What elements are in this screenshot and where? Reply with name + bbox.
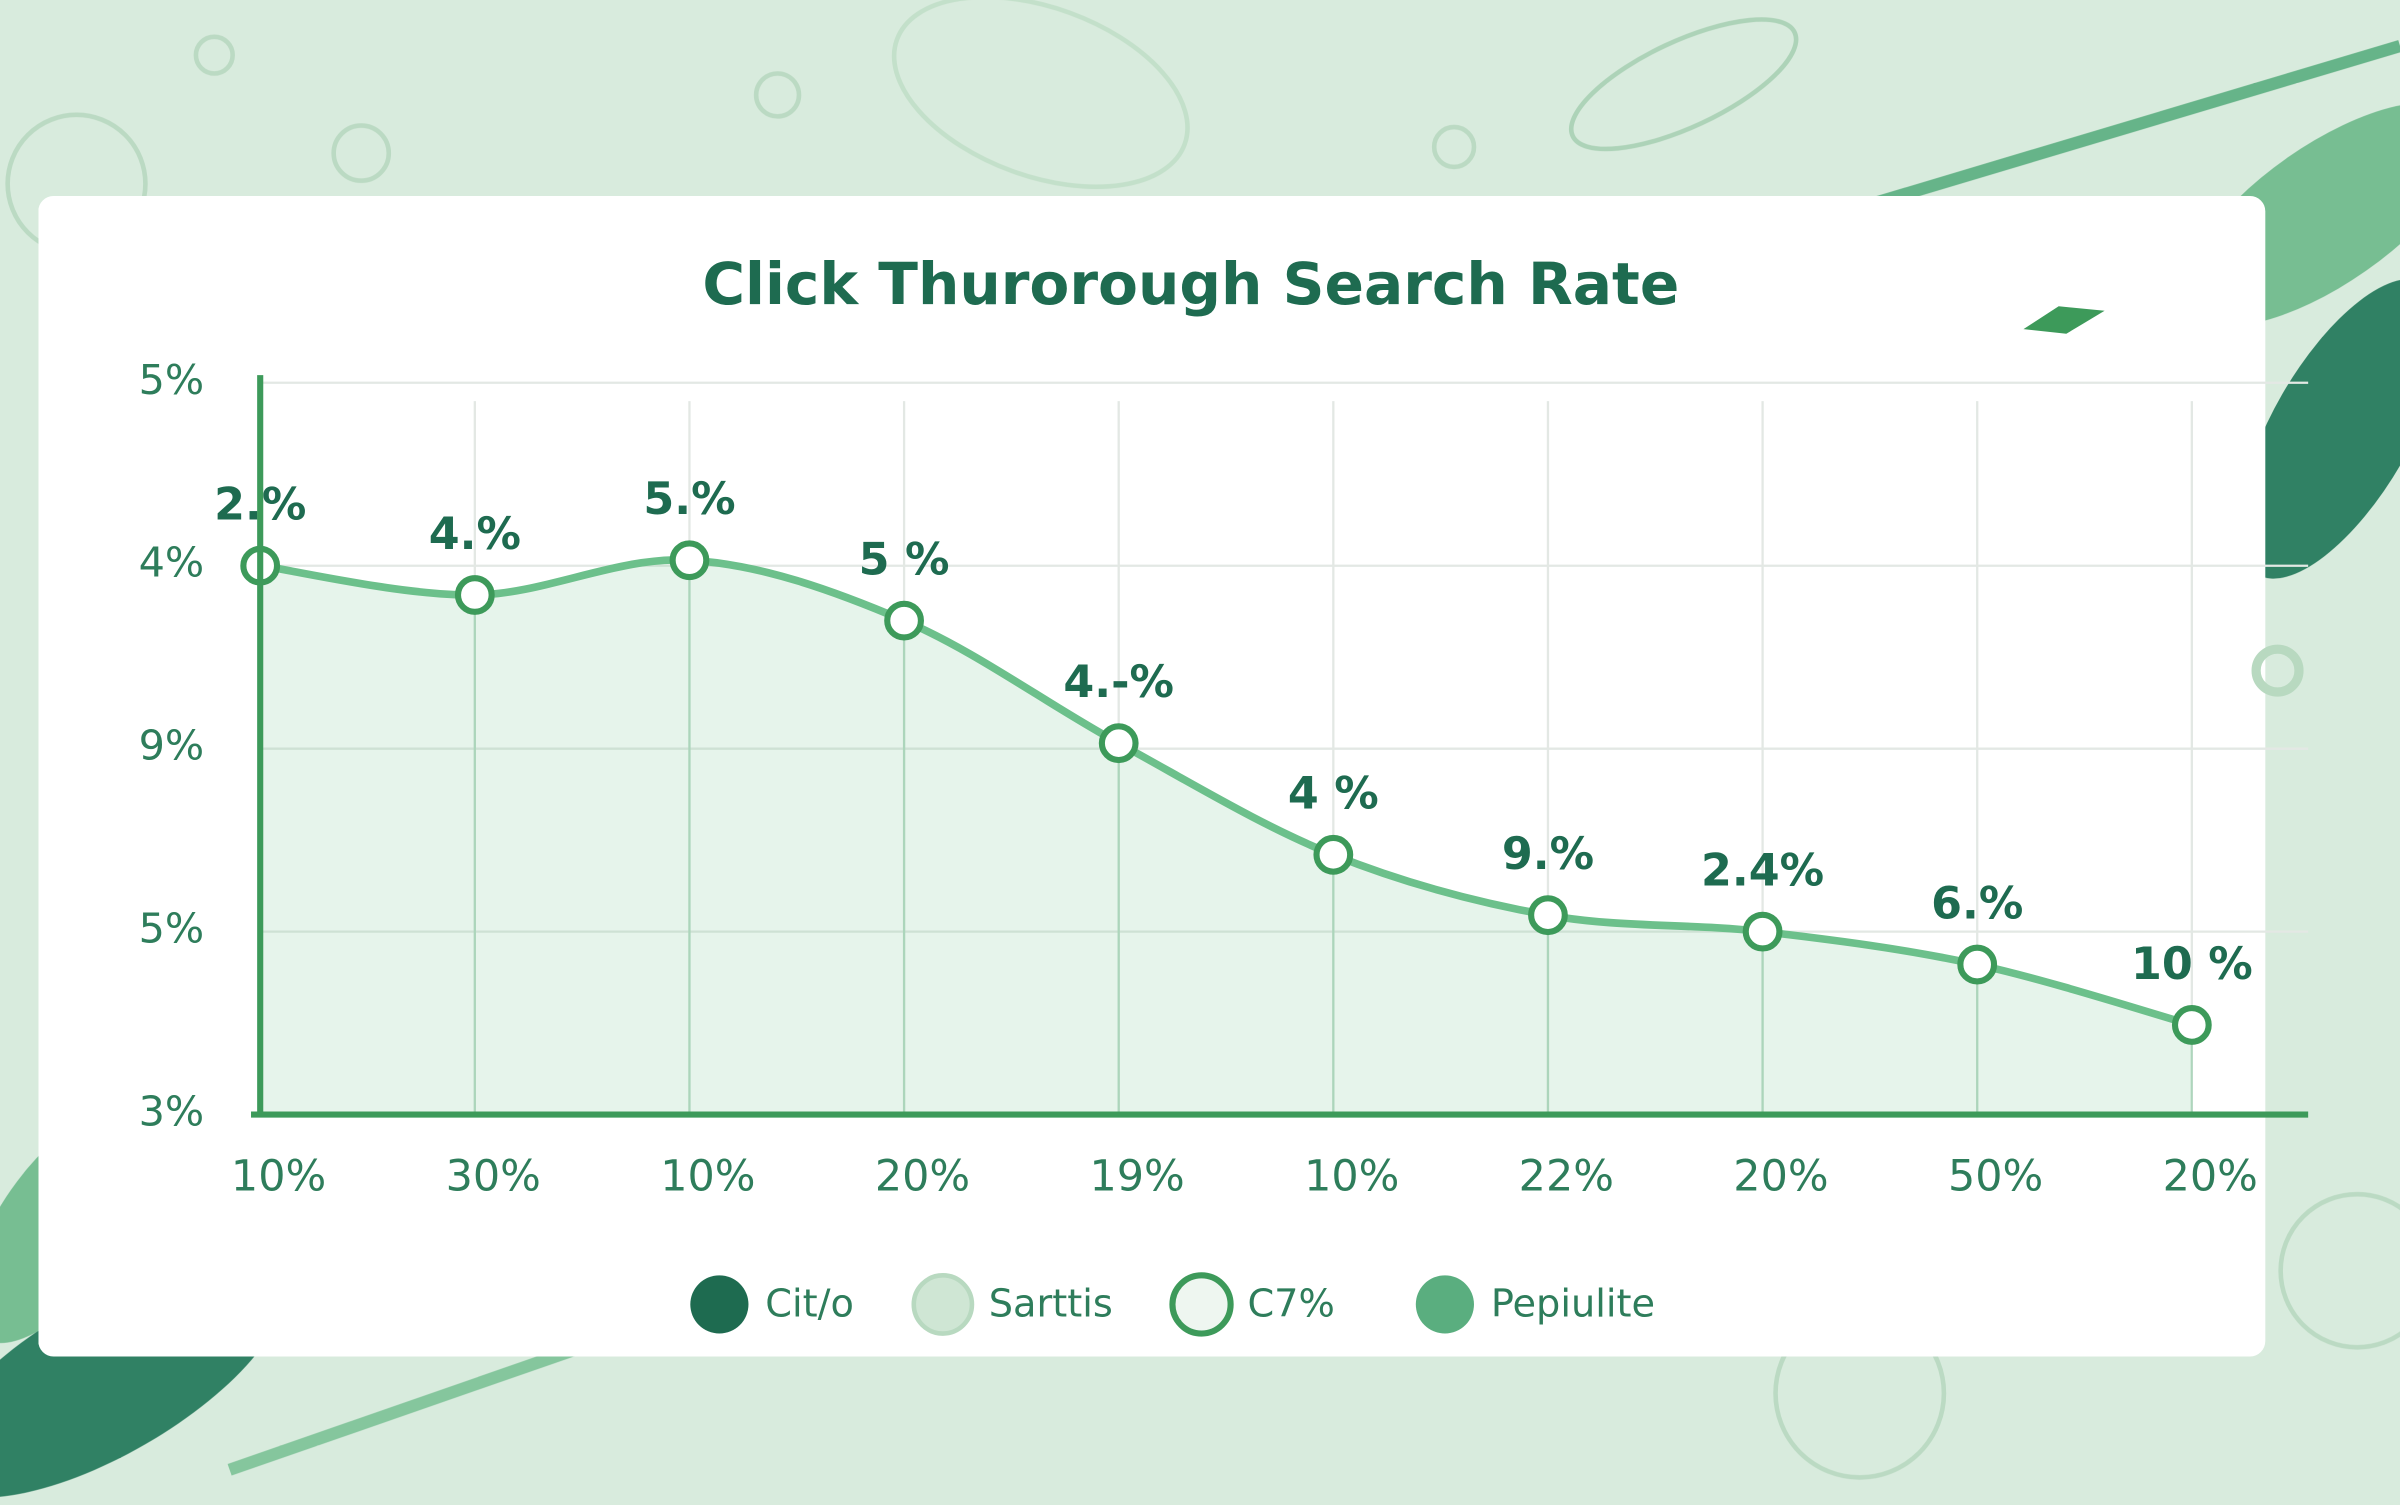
point — [884, 600, 924, 641]
value-label: 4.-% — [1063, 657, 1174, 708]
x-tick-label: 19% — [1089, 1151, 1184, 1201]
value-label: 10 % — [2131, 939, 2253, 990]
point — [2171, 1005, 2212, 1045]
legend-swatch — [690, 1275, 749, 1334]
point — [454, 575, 495, 615]
branch-deco — [1834, 40, 2400, 221]
value-label: 5 % — [859, 534, 950, 585]
y-tick-label: 5% — [139, 356, 205, 404]
legend-swatch — [1415, 1275, 1474, 1334]
value-label: 4.% — [429, 509, 521, 560]
value-label: 9.% — [1502, 829, 1594, 880]
legend-swatch — [1169, 1272, 1234, 1337]
x-tick-label: 22% — [1519, 1151, 1614, 1201]
point — [669, 540, 710, 581]
leaf-deco — [1568, 17, 1799, 152]
x-tick-label: 30% — [446, 1151, 541, 1201]
x-tick-label: 10% — [660, 1151, 755, 1201]
circle-deco — [193, 34, 235, 76]
branch-deco — [227, 1341, 584, 1476]
circle-deco — [331, 123, 392, 183]
value-label: 6.% — [1931, 878, 2023, 929]
y-tick-label: 5% — [139, 905, 205, 953]
chart-panel — [38, 195, 2266, 1357]
flower-deco — [2278, 1191, 2400, 1350]
x-tick-label: 20% — [2163, 1151, 2258, 1201]
leaf-deco — [891, 0, 1190, 190]
x-tick-label: 10% — [231, 1151, 326, 1201]
area — [260, 559, 2192, 1115]
point — [1957, 944, 1998, 985]
circle-deco — [2251, 644, 2304, 697]
legend-label: Cit/o — [765, 1281, 854, 1326]
x-tick-label: 20% — [875, 1151, 970, 1201]
y-tick-label: 3% — [139, 1088, 205, 1136]
value-label: 5.% — [643, 474, 735, 525]
point — [1313, 834, 1354, 875]
leaf-deco — [2238, 278, 2400, 579]
point — [1742, 911, 1783, 952]
x-tick-label: 20% — [1733, 1151, 1828, 1201]
legend-label: Sarttis — [989, 1281, 1113, 1326]
y-tick-label: 4% — [139, 539, 205, 587]
line — [256, 556, 2196, 1029]
chart-title: Click Thurorough Search Rate — [702, 250, 1679, 318]
point — [1528, 895, 1568, 936]
leaf-deco — [2023, 306, 2105, 334]
circle-deco — [1431, 124, 1477, 170]
circle-deco — [753, 71, 802, 119]
x-tick-label: 50% — [1948, 1151, 2043, 1201]
point — [1098, 723, 1139, 764]
legend-label: C7% — [1247, 1281, 1334, 1326]
y-tick-label: 9% — [139, 722, 205, 770]
legend-label: Pepiulite — [1491, 1281, 1655, 1326]
value-label: 2.4% — [1701, 845, 1824, 896]
x-tick-label: 10% — [1304, 1151, 1399, 1201]
legend-swatch — [911, 1273, 975, 1336]
value-label: 4 % — [1288, 769, 1379, 820]
